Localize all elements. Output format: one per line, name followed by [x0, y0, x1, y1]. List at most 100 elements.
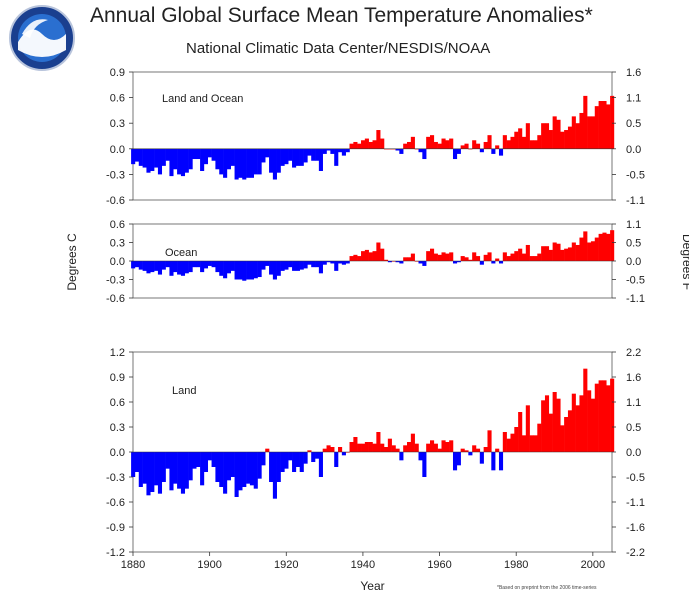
bar-0-1956: [422, 148, 427, 160]
bar-2-1904: [223, 452, 228, 494]
bar-2-1902: [215, 452, 220, 482]
bar-0-1880: [131, 148, 136, 165]
bar-1-1972: [483, 254, 488, 261]
ytick-label-left: 1.2: [110, 347, 125, 359]
bar-0-1913: [257, 148, 262, 175]
bar-2-1979: [510, 433, 515, 452]
bar-0-1951: [403, 143, 408, 149]
bar-0-1984: [529, 140, 534, 149]
bar-0-1905: [226, 148, 231, 170]
bar-0-1941: [364, 138, 369, 149]
ytick-label-left: -0.6: [106, 195, 125, 207]
bar-0-1935: [341, 148, 346, 156]
bar-0-1967: [464, 143, 469, 149]
bar-0-1990: [552, 116, 557, 149]
bar-2-1965: [456, 452, 461, 466]
bar-1-1894: [184, 261, 189, 274]
bar-2-1933: [334, 452, 339, 467]
bar-1-1907: [234, 261, 239, 280]
bar-2-1987: [541, 400, 546, 452]
bar-1-1992: [560, 249, 565, 261]
bar-0-1927: [311, 148, 316, 161]
bar-0-1949: [395, 148, 400, 151]
noaa-logo: [9, 5, 75, 71]
bar-0-1891: [173, 148, 178, 170]
panel-label: Land: [172, 385, 196, 397]
bar-1-1987: [541, 246, 546, 261]
bar-1-1892: [177, 261, 182, 275]
bar-2-2003: [602, 380, 607, 452]
bar-0-1999: [587, 116, 592, 149]
bar-1-1974: [491, 261, 496, 264]
bar-0-1995: [571, 116, 576, 149]
bar-1-2003: [602, 232, 607, 261]
bar-0-1915: [265, 148, 270, 158]
bar-2-1980: [514, 427, 519, 452]
bar-1-1899: [203, 261, 209, 269]
bar-0-1978: [506, 140, 511, 149]
bar-1-2000: [590, 241, 596, 261]
bar-2-2002: [598, 380, 603, 452]
bar-0-1918: [276, 148, 281, 173]
xtick-label: 1960: [427, 559, 451, 571]
bar-1-1960: [437, 254, 442, 261]
bar-0-1892: [177, 148, 182, 175]
bar-0-1885: [150, 148, 155, 171]
bar-1-1933: [334, 261, 339, 271]
bar-1-1881: [134, 261, 140, 268]
bar-1-1882: [138, 261, 143, 270]
bar-1-1998: [583, 231, 588, 261]
bar-0-1922: [292, 148, 297, 168]
bar-2-1885: [150, 452, 155, 492]
bar-0-1890: [169, 148, 174, 177]
bar-0-1934: [338, 148, 343, 153]
bar-0-1961: [441, 138, 446, 149]
bar-2-1919: [280, 452, 285, 472]
bar-0-1983: [525, 123, 530, 149]
bar-2-1939: [357, 443, 362, 452]
bar-2-1982: [521, 435, 527, 452]
bar-2-2001: [594, 383, 599, 452]
bar-1-1997: [579, 237, 584, 261]
bar-1-1943: [372, 251, 377, 261]
bar-2-1994: [567, 410, 573, 452]
bar-1-1902: [215, 261, 220, 273]
bar-0-1998: [583, 95, 588, 149]
ytick-label-right: 1.6: [626, 67, 641, 79]
bar-2-1942: [368, 442, 373, 452]
bar-1-1944: [376, 242, 381, 261]
bar-1-1945: [380, 248, 385, 261]
ytick-label-left: 0.0: [110, 256, 125, 268]
bar-1-1912: [253, 261, 258, 279]
bar-2-1938: [353, 437, 358, 452]
bar-2-1931: [326, 445, 331, 452]
bar-1-1985: [533, 256, 538, 261]
bar-1-1893: [180, 261, 186, 276]
bar-1-1938: [353, 254, 358, 261]
bar-1-1906: [230, 261, 235, 271]
ytick-label-right: 0.0: [626, 256, 641, 268]
bar-1-1923: [295, 261, 300, 271]
bar-0-1963: [449, 138, 454, 149]
bar-2-1929: [318, 452, 323, 477]
bar-1-1908: [238, 261, 243, 280]
ytick-label-left: 0.6: [110, 397, 125, 409]
bar-0-1886: [154, 148, 159, 168]
xtick-label: 1920: [274, 559, 298, 571]
bar-1-1986: [537, 253, 542, 261]
bar-1-1978: [506, 256, 511, 261]
bar-1-1929: [318, 261, 323, 274]
bar-0-1925: [303, 148, 308, 163]
bar-1-1926: [307, 261, 312, 265]
bar-0-1942: [368, 141, 373, 149]
bar-0-1955: [418, 148, 423, 153]
bar-0-1917: [272, 148, 277, 180]
bar-1-1917: [272, 261, 277, 280]
bar-2-1908: [238, 452, 243, 491]
bar-2-1962: [445, 442, 450, 452]
bar-0-1936: [345, 148, 350, 153]
bar-2-1928: [315, 452, 320, 459]
bar-1-1930: [322, 261, 327, 265]
bar-0-1910: [246, 148, 251, 178]
bar-2-1914: [261, 452, 266, 466]
